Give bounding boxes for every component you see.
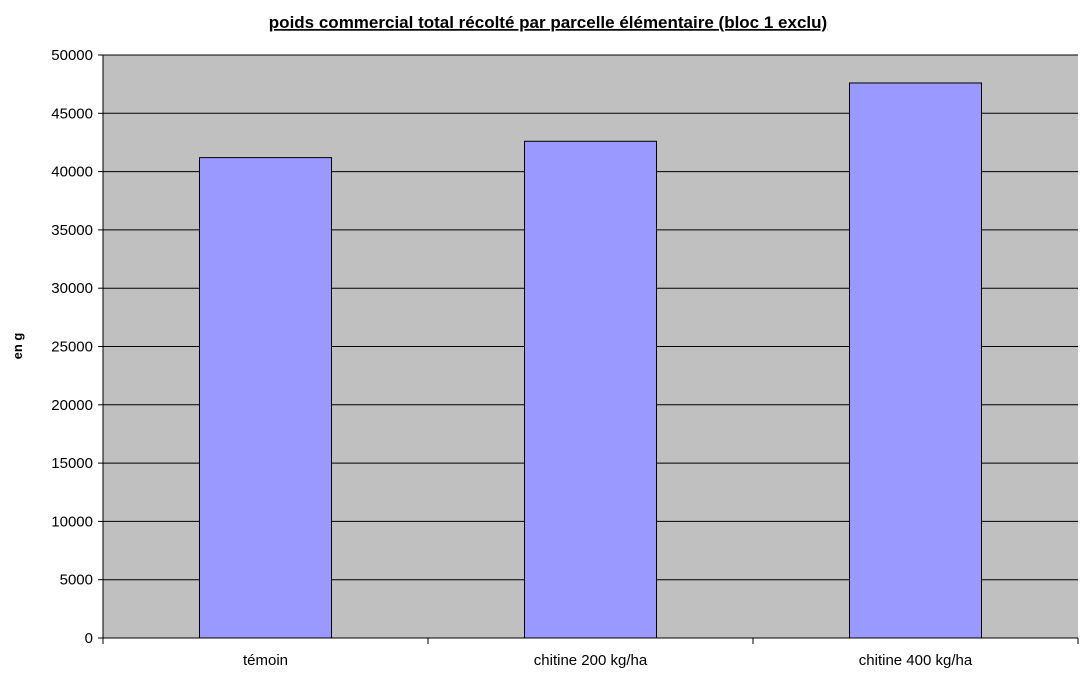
y-tick-label: 10000: [51, 513, 93, 530]
y-tick-label: 15000: [51, 455, 93, 472]
y-tick-label: 50000: [51, 47, 93, 64]
y-tick-labels: 0 5000 10000 15000 20000 25000 30000 35000 40000…: [51, 47, 93, 647]
y-tick-label: 45000: [51, 105, 93, 122]
x-tick-label: chitine 400 kg/ha: [859, 652, 973, 669]
x-tick-labels: témoin chitine 200 kg/ha chitine 400 kg/ha: [243, 652, 973, 669]
x-tick-label: témoin: [243, 652, 288, 669]
y-tick-label: 20000: [51, 397, 93, 414]
y-tick-label: 35000: [51, 222, 93, 239]
bar: [524, 140, 657, 639]
y-tick-label: 0: [85, 630, 93, 647]
chart-title: poids commercial total récolté par parce…: [269, 13, 827, 32]
y-tick-label: 25000: [51, 339, 93, 356]
y-tick-label: 30000: [51, 280, 93, 297]
axes: [98, 54, 1079, 644]
bars: [199, 82, 982, 639]
bar: [849, 82, 982, 639]
bar: [199, 157, 332, 639]
x-tick-label: chitine 200 kg/ha: [534, 652, 648, 669]
y-tick-label: 5000: [60, 572, 93, 589]
y-axis-label: en g: [10, 333, 25, 360]
y-tick-label: 40000: [51, 164, 93, 181]
